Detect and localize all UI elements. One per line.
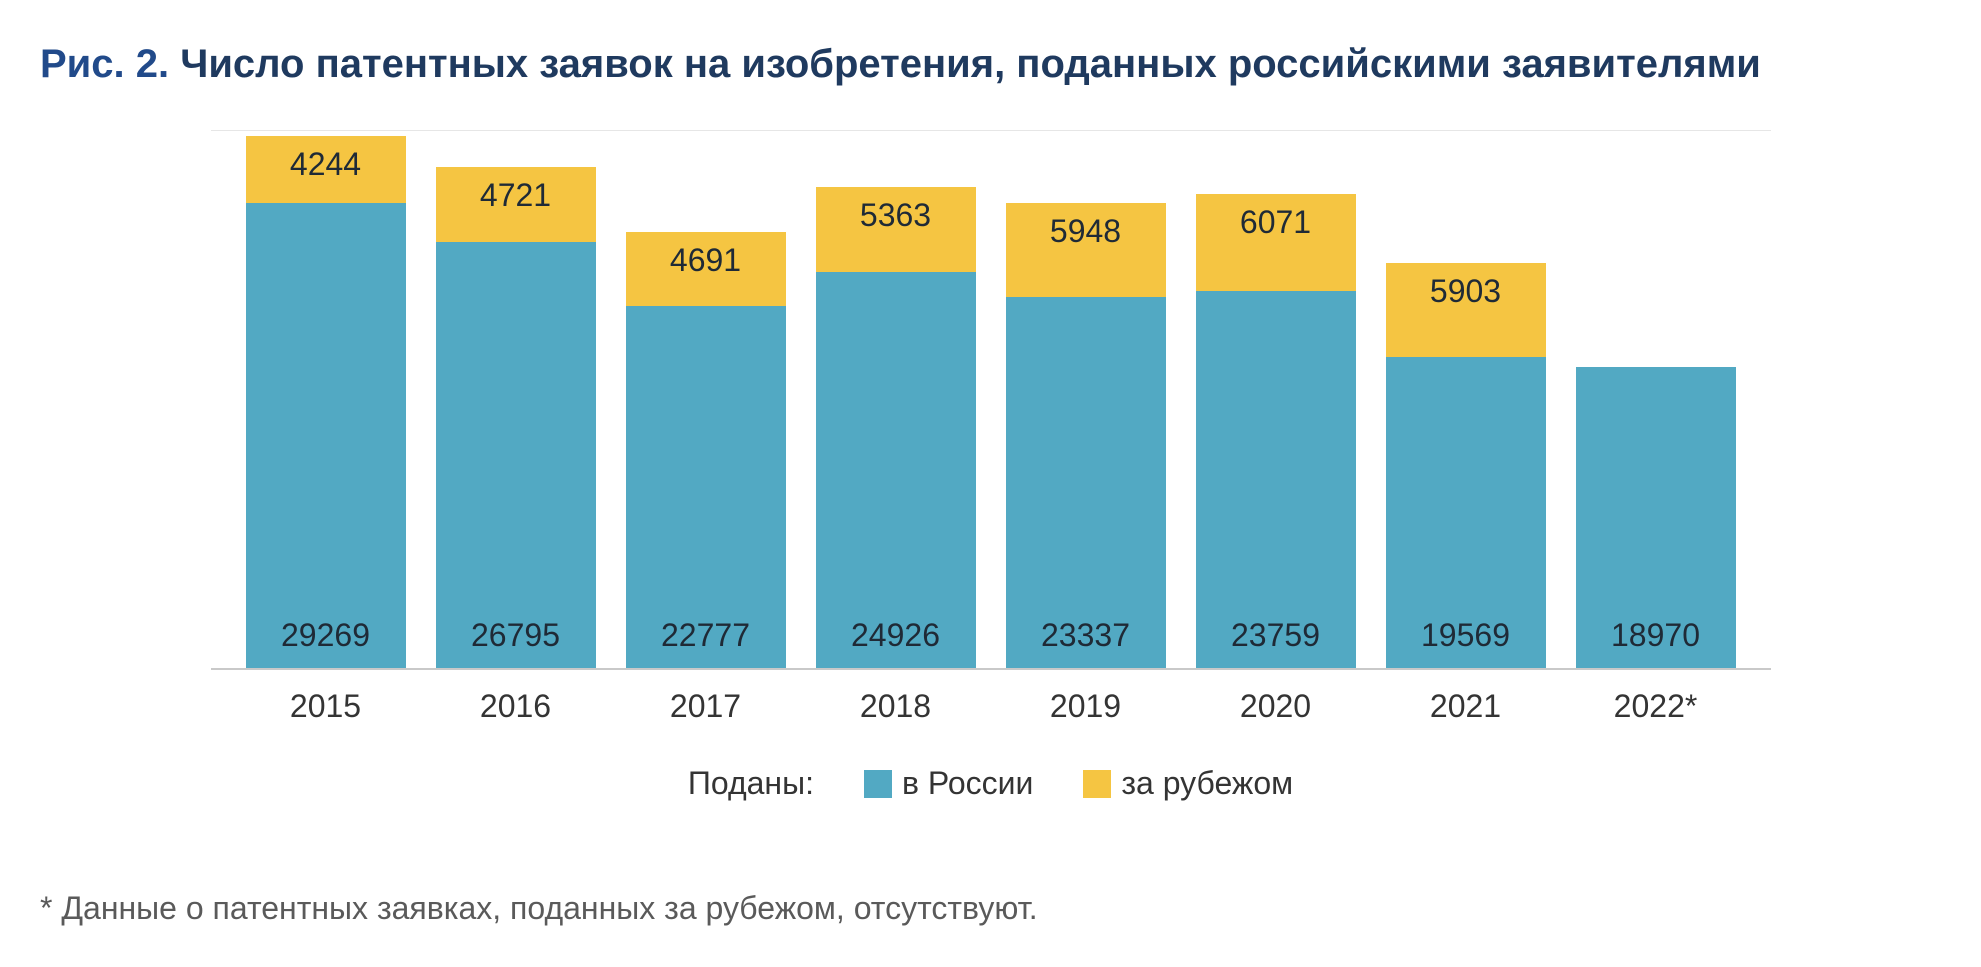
legend-label-russia: в России: [902, 765, 1033, 802]
value-label-abroad: 5903: [1430, 273, 1501, 310]
bar-2019: 5948 23337: [1006, 203, 1166, 668]
figure-title-text: Число патентных заявок на изобретения, п…: [180, 42, 1761, 86]
value-label-russia: 18970: [1611, 617, 1700, 654]
value-label-russia: 29269: [281, 617, 370, 654]
bar-segment-russia: 22777: [626, 306, 786, 668]
x-tick-label: 2020: [1196, 688, 1356, 725]
bar-segment-abroad: 5903: [1386, 263, 1546, 357]
value-label-russia: 26795: [471, 617, 560, 654]
value-label-russia: 19569: [1421, 617, 1510, 654]
x-tick-label: 2022*: [1576, 688, 1736, 725]
value-label-abroad: 5948: [1050, 213, 1121, 250]
x-tick-label: 2016: [436, 688, 596, 725]
value-label-abroad: 5363: [860, 197, 931, 234]
figure-container: Рис. 2. Число патентных заявок на изобре…: [0, 0, 1981, 967]
bar-2016: 4721 26795: [436, 167, 596, 668]
bar-2020: 6071 23759: [1196, 194, 1356, 668]
legend-label-abroad: за рубежом: [1121, 765, 1293, 802]
bar-segment-abroad: 5948: [1006, 203, 1166, 297]
bar-segment-abroad: 4721: [436, 167, 596, 242]
bar-segment-russia: 18970: [1576, 367, 1736, 668]
bar-2015: 4244 29269: [246, 136, 406, 668]
bar-2018: 5363 24926: [816, 187, 976, 668]
bar-segment-russia: 23337: [1006, 297, 1166, 668]
bar-segment-abroad: 4244: [246, 136, 406, 203]
x-tick-label: 2018: [816, 688, 976, 725]
figure-number: Рис. 2.: [40, 42, 169, 86]
value-label-russia: 24926: [851, 617, 940, 654]
value-label-abroad: 4691: [670, 242, 741, 279]
legend-swatch-russia: [864, 770, 892, 798]
bar-segment-russia: 23759: [1196, 291, 1356, 668]
bar-segment-russia: 19569: [1386, 357, 1546, 668]
value-label-abroad: 6071: [1240, 204, 1311, 241]
bar-segment-abroad: 4691: [626, 232, 786, 307]
x-tick-label: 2015: [246, 688, 406, 725]
x-axis: 2015 2016 2017 2018 2019 2020 2021 2022*: [211, 670, 1771, 725]
legend-swatch-abroad: [1083, 770, 1111, 798]
x-tick-label: 2021: [1386, 688, 1546, 725]
bar-segment-abroad: 5363: [816, 187, 976, 272]
chart: 4244 29269 4721 26795 4691 22777 5363 24926 5948…: [211, 130, 1771, 802]
x-tick-label: 2017: [626, 688, 786, 725]
legend-item-russia: в России: [864, 765, 1033, 802]
bar-segment-russia: 26795: [436, 242, 596, 668]
bar-2021: 5903 19569: [1386, 263, 1546, 668]
legend-item-abroad: за рубежом: [1083, 765, 1293, 802]
legend-prefix: Поданы:: [688, 765, 814, 802]
value-label-russia: 23337: [1041, 617, 1130, 654]
value-label-russia: 22777: [661, 617, 750, 654]
bar-2022*: 18970: [1576, 367, 1736, 668]
footnote: * Данные о патентных заявках, поданных з…: [40, 890, 1038, 927]
bar-segment-russia: 24926: [816, 272, 976, 668]
bar-segment-abroad: 6071: [1196, 194, 1356, 290]
figure-title: Рис. 2. Число патентных заявок на изобре…: [40, 38, 1941, 90]
bar-2017: 4691 22777: [626, 232, 786, 668]
legend: Поданы: в России за рубежом: [211, 765, 1771, 802]
value-label-abroad: 4244: [290, 146, 361, 183]
x-tick-label: 2019: [1006, 688, 1166, 725]
bars-container: 4244 29269 4721 26795 4691 22777 5363 24926 5948…: [211, 131, 1771, 668]
value-label-russia: 23759: [1231, 617, 1320, 654]
plot-area: 4244 29269 4721 26795 4691 22777 5363 24926 5948…: [211, 130, 1771, 670]
value-label-abroad: 4721: [480, 177, 551, 214]
bar-segment-russia: 29269: [246, 203, 406, 668]
